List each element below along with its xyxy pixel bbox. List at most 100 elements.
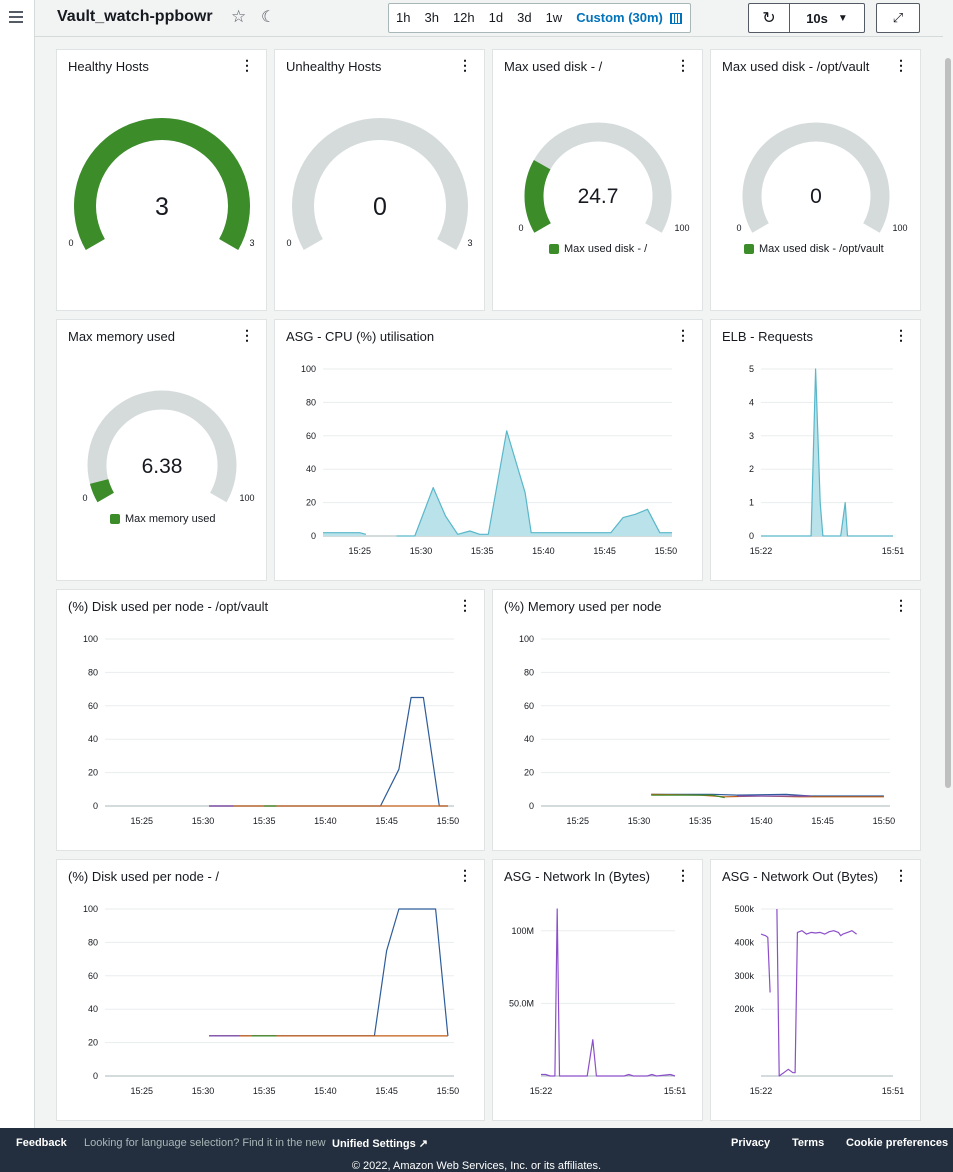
gauge-max: 100	[239, 493, 254, 503]
x-tick-label: 15:30	[410, 546, 433, 556]
y-tick-label: 4	[749, 397, 754, 407]
refresh-interval-dropdown[interactable]: 10s ▼	[790, 4, 864, 32]
widget-menu-icon[interactable]: ⋮	[458, 867, 472, 883]
x-tick-label: 15:35	[253, 816, 276, 826]
time-option-custom[interactable]: Custom (30m)	[576, 10, 663, 25]
scrollbar-thumb[interactable]	[945, 58, 951, 788]
y-tick-label: 60	[88, 701, 98, 711]
moon-icon[interactable]: ☾	[261, 9, 276, 26]
y-tick-label: 1	[749, 498, 754, 508]
widget-menu-icon[interactable]: ⋮	[894, 597, 908, 613]
widget-title: ASG - Network Out (Bytes)	[722, 869, 879, 884]
dashboard-header: Vault_watch-ppbowr ☆ ☾ 1h 3h 12h 1d 3d 1…	[35, 0, 943, 37]
legend-swatch	[110, 514, 120, 524]
fullscreen-icon: ⤢	[892, 10, 904, 25]
series-line-NetworkIn	[541, 908, 676, 1077]
y-tick-label: 0	[93, 801, 98, 811]
x-tick-label: 15:35	[689, 816, 712, 826]
x-tick-label: 15:45	[593, 546, 616, 556]
y-tick-label: 20	[88, 768, 98, 778]
terms-link[interactable]: Terms	[792, 1137, 825, 1149]
widget-menu-icon[interactable]: ⋮	[676, 57, 690, 73]
widget-menu-icon[interactable]: ⋮	[676, 327, 690, 343]
time-option-3h[interactable]: 3h	[424, 10, 439, 25]
y-tick-label: 100M	[511, 926, 534, 936]
chart-memory-node: 0 20 40 60 80 100 15:25 15:30 15:35 15:40 15:45 15:…	[519, 634, 896, 826]
x-tick-label: 15:51	[664, 1086, 687, 1096]
y-tick-label: 300k	[734, 971, 754, 981]
gauge-track	[742, 122, 890, 233]
privacy-link[interactable]: Privacy	[731, 1137, 771, 1149]
gauge-track	[292, 118, 468, 250]
gauge-value: 24.7	[578, 185, 619, 208]
legend-item[interactable]: Max used disk - /	[549, 243, 647, 255]
feedback-link[interactable]: Feedback	[16, 1137, 67, 1149]
widget-menu-icon[interactable]: ⋮	[894, 867, 908, 883]
calendar-icon[interactable]	[669, 12, 682, 24]
unified-settings-link[interactable]: Unified Settings ↗	[332, 1137, 428, 1150]
y-tick-label: 80	[88, 937, 98, 947]
widget-menu-icon[interactable]: ⋮	[894, 327, 908, 343]
time-option-12h[interactable]: 12h	[452, 10, 475, 25]
time-option-1w[interactable]: 1w	[545, 10, 563, 25]
widget-menu-icon[interactable]: ⋮	[676, 867, 690, 883]
y-tick-label: 60	[88, 971, 98, 981]
y-tick-label: 0	[93, 1071, 98, 1081]
gauge-max-memory: 6.38 0 100	[82, 390, 255, 503]
gauge-fill	[524, 160, 552, 233]
x-tick-label: 15:50	[655, 546, 678, 556]
x-tick-label: 15:35	[471, 546, 494, 556]
chart-disk-vault-node: 0 20 40 60 80 100 15:25 15:30 15:35 15:40 15:45 15:…	[83, 634, 459, 826]
widget-title: (%) Disk used per node - /	[68, 869, 220, 884]
gauge-max-disk-vault: 0 0 100	[736, 122, 908, 233]
widget-menu-icon[interactable]: ⋮	[240, 327, 254, 343]
gauge-min: 0	[736, 223, 741, 233]
y-tick-label: 400k	[734, 937, 754, 947]
gauge-value: 0	[810, 185, 822, 208]
widget-title: Healthy Hosts	[68, 59, 149, 74]
widget-asg-cpu: ASG - CPU (%) utilisation ⋮ 0 20 40 60 80 100…	[274, 319, 703, 581]
gauge-fill	[74, 118, 250, 250]
time-range-selector: 1h 3h 12h 1d 3d 1w Custom (30m)	[388, 3, 691, 33]
x-tick-label: 15:30	[192, 1086, 215, 1096]
x-tick-label: 15:25	[130, 816, 153, 826]
gauge-max: 3	[467, 238, 472, 248]
menu-icon[interactable]	[9, 11, 23, 26]
widget-title: Unhealthy Hosts	[286, 59, 382, 74]
legend-item[interactable]: Max used disk - /opt/vault	[744, 243, 884, 255]
gauge-min: 0	[82, 493, 87, 503]
chart-net-in: 50.0M 100M 15:22 15:51	[509, 908, 687, 1096]
refresh-button[interactable]: ↻	[749, 4, 790, 32]
page-scrollbar[interactable]	[943, 36, 953, 1128]
time-option-1d[interactable]: 1d	[488, 10, 504, 25]
gauge-healthy-hosts: 3 0 3	[68, 118, 255, 250]
widget-menu-icon[interactable]: ⋮	[458, 57, 472, 73]
y-tick-label: 60	[524, 701, 534, 711]
unified-settings-label: Unified Settings	[332, 1138, 416, 1150]
series-line-node-a	[209, 908, 449, 1037]
time-option-3d[interactable]: 3d	[517, 10, 532, 25]
star-icon[interactable]: ☆	[231, 7, 247, 26]
gauge-track	[87, 390, 237, 503]
series-line-node-a	[651, 793, 884, 797]
x-tick-label: 15:22	[750, 1086, 773, 1096]
time-option-1h[interactable]: 1h	[396, 10, 411, 25]
x-tick-label: 15:51	[882, 1086, 905, 1096]
y-tick-label: 500k	[734, 904, 754, 914]
gauge-min: 0	[68, 238, 73, 248]
x-tick-label: 15:50	[873, 816, 896, 826]
legend-item[interactable]: Max memory used	[110, 513, 215, 525]
x-tick-label: 15:45	[811, 816, 834, 826]
widget-menu-icon[interactable]: ⋮	[894, 57, 908, 73]
gauge-track	[524, 122, 672, 233]
widget-title: Max used disk - /	[504, 59, 603, 74]
cookie-preferences-link[interactable]: Cookie preferences	[846, 1137, 949, 1149]
chart-asg-cpu: 0 20 40 60 80 100 15:25 15:30 15:35 15:40 15:45 15:…	[301, 364, 678, 556]
widget-menu-icon[interactable]: ⋮	[240, 57, 254, 73]
y-tick-label: 100	[519, 634, 534, 644]
series-line-CPU	[396, 430, 672, 537]
y-tick-label: 20	[524, 768, 534, 778]
legend-label: Max used disk - /opt/vault	[759, 243, 884, 255]
widget-menu-icon[interactable]: ⋮	[458, 597, 472, 613]
fullscreen-button[interactable]: ⤢	[876, 3, 920, 33]
